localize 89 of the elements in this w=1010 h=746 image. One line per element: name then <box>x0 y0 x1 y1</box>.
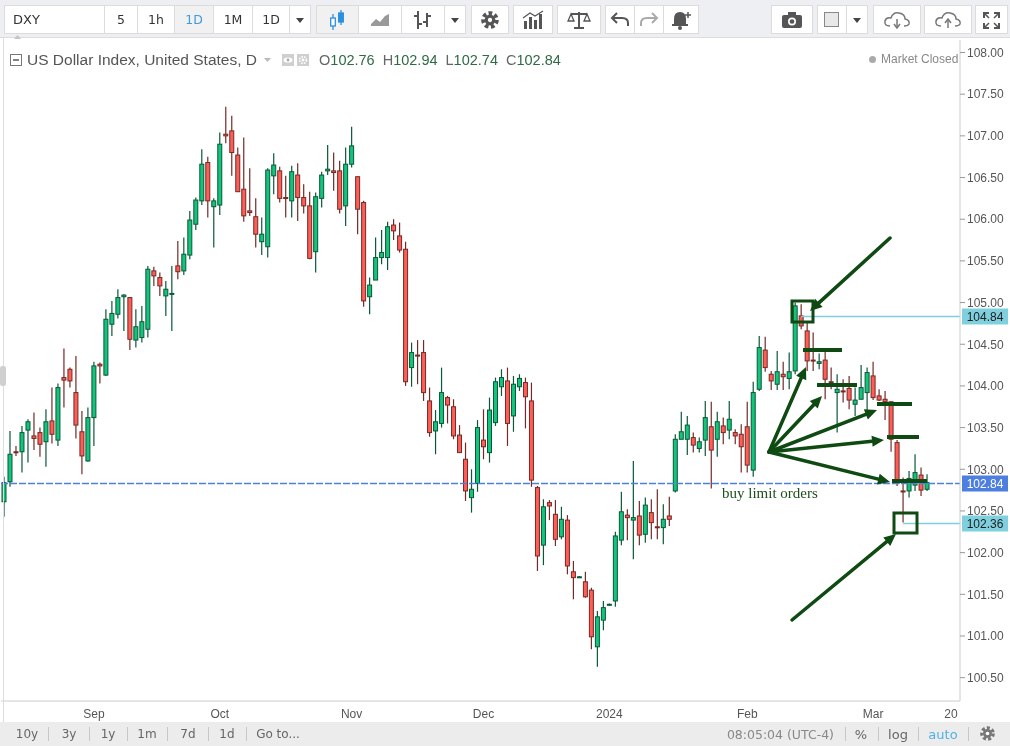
x-tick-label: Sep <box>83 706 105 721</box>
y-tick-label: 104.50 <box>967 337 1005 352</box>
candlestick <box>702 400 708 457</box>
candlestick <box>558 506 564 540</box>
text: 5 <box>104 5 138 34</box>
candlestick <box>900 477 906 524</box>
text: 1d <box>219 727 235 741</box>
x-tick-label: Mar <box>862 706 884 721</box>
text: 7d <box>180 727 196 741</box>
text: 1D <box>174 5 214 34</box>
ref-line-label: 102.84 <box>966 476 1004 491</box>
candlestick <box>822 350 828 400</box>
candlestick <box>49 386 55 445</box>
candlestick <box>654 488 660 540</box>
x-tick-label: Oct <box>210 706 230 721</box>
candlestick <box>391 218 397 241</box>
y-tick-label: 103.00 <box>967 462 1005 477</box>
candlestick <box>570 560 576 600</box>
y-tick-label: 102.50 <box>967 504 1005 519</box>
text: 1D <box>252 5 290 34</box>
y-tick-label: 107.00 <box>967 129 1005 144</box>
x-tick-label: Nov <box>340 706 363 721</box>
y-tick-label: 100.50 <box>967 670 1005 685</box>
candlestick <box>157 271 163 297</box>
candlestick <box>714 411 720 458</box>
candlestick <box>253 197 259 249</box>
y-tick-label: 105.50 <box>967 254 1005 269</box>
ref-line-label: 104.84 <box>966 309 1004 324</box>
annotation: Market Closed <box>881 52 959 66</box>
candlestick <box>325 144 331 176</box>
candlestick <box>151 266 157 287</box>
text: DXY <box>4 5 105 34</box>
candlestick <box>690 432 696 454</box>
x-tick-label: Feb <box>736 706 758 721</box>
annotation: buy limit orders <box>722 485 818 501</box>
y-tick-label: 105.00 <box>967 295 1005 310</box>
candlestick <box>121 293 127 332</box>
candlestick <box>774 350 780 391</box>
y-tick-label: 102.00 <box>967 545 1005 560</box>
candlestick <box>624 508 630 541</box>
candlestick <box>367 276 373 315</box>
y-tick-label: 106.00 <box>967 212 1005 227</box>
candlestick <box>768 370 774 391</box>
y-tick-label: 108.00 <box>967 45 1005 60</box>
y-tick-label: 107.50 <box>967 87 1005 102</box>
y-tick-label: 103.50 <box>967 420 1005 435</box>
x-tick-label: Dec <box>472 706 495 721</box>
text: US Dollar Index, United States, D <box>27 51 258 69</box>
candlestick <box>720 417 726 445</box>
candlestick <box>19 425 25 474</box>
text: Go to... <box>256 727 300 741</box>
x-tick-label: 20 <box>944 706 958 721</box>
candlestick <box>43 408 49 468</box>
candlestick <box>708 401 714 490</box>
candlestick <box>636 500 642 546</box>
text: 1y <box>100 727 116 741</box>
candlestick <box>546 499 552 521</box>
candlestick <box>25 418 31 464</box>
text: 10y <box>15 727 39 741</box>
text: 1M <box>213 5 253 34</box>
candlestick <box>13 445 19 457</box>
candlestick <box>522 376 528 430</box>
text: 08:05:04 (UTC-4) <box>726 726 834 742</box>
candlestick <box>630 460 636 560</box>
text: % <box>854 726 868 742</box>
candlestick <box>726 400 732 440</box>
candlestick <box>666 496 672 527</box>
candlestick <box>834 373 840 434</box>
text: auto <box>928 726 958 742</box>
candlestick <box>175 240 181 280</box>
y-tick-label: 104.00 <box>967 379 1005 394</box>
y-tick-label: 101.50 <box>967 587 1005 602</box>
y-tick-label: 101.00 <box>967 629 1005 644</box>
text: 1h <box>137 5 175 34</box>
candlestick <box>445 395 451 425</box>
text: 3y <box>61 727 77 741</box>
candlestick <box>648 498 654 540</box>
candlestick <box>409 341 415 388</box>
text: O102.76 H102.94 L102.74 C102.84 <box>319 52 561 68</box>
candlestick <box>97 361 103 385</box>
candlestick <box>660 503 666 545</box>
text: log <box>888 726 908 742</box>
ref-line-label: 102.36 <box>966 516 1004 531</box>
y-tick-label: 106.50 <box>967 170 1005 185</box>
candlestick <box>469 468 475 514</box>
candlestick <box>762 336 768 373</box>
x-tick-label: 2024 <box>596 706 624 721</box>
candlestick <box>481 408 486 460</box>
text: 1m <box>137 727 157 741</box>
